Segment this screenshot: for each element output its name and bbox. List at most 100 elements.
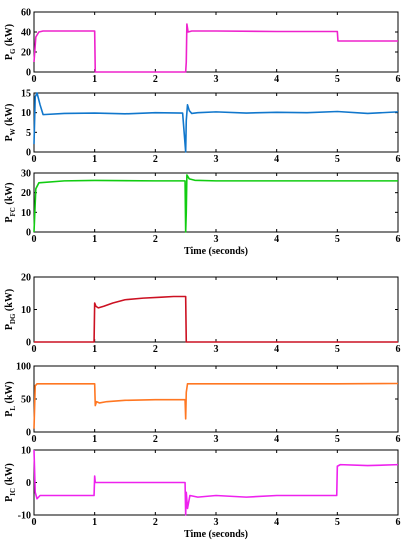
series-line-0	[33, 92, 399, 153]
x-tick-label: 6	[396, 517, 401, 528]
x-tick-label: 0	[32, 234, 37, 245]
y-tick-label: 20	[21, 188, 31, 199]
series-line-0	[33, 449, 399, 516]
x-tick-label: 2	[153, 434, 158, 445]
x-tick-label: 5	[335, 517, 340, 528]
x-tick-label: 6	[396, 344, 401, 355]
y-tick-label: 10	[21, 305, 31, 316]
x-tick-label: 3	[214, 344, 219, 355]
x-tick-label: 4	[274, 154, 279, 165]
x-tick-label: 1	[92, 234, 97, 245]
plot-area	[33, 365, 399, 433]
y-tick-label: 60	[21, 8, 31, 19]
x-tick-label: 1	[92, 434, 97, 445]
y-axis-label: PIC (kW)	[4, 463, 17, 502]
x-tick-label: 2	[153, 344, 158, 355]
y-tick-label: 10	[21, 208, 31, 219]
x-tick-label: 3	[214, 234, 219, 245]
y-axis-label-unit: (kW)	[4, 182, 15, 207]
y-axis-label-main: P	[4, 324, 15, 330]
y-tick-label: 0	[26, 68, 31, 79]
x-tick-label: 3	[214, 517, 219, 528]
plot-area	[33, 92, 399, 153]
series-line-0	[33, 174, 398, 233]
x-axis-title: Time (seconds)	[184, 246, 248, 257]
x-tick-label: 1	[92, 344, 97, 355]
y-tick-label: 10	[21, 446, 31, 457]
chart-panel-3: 0 1 2 3 4 5 6 0 10 20 PDG (kW)	[4, 273, 401, 356]
x-tick-label: 1	[92, 154, 97, 165]
y-tick-label: 20	[21, 48, 31, 59]
x-tick-label: 6	[396, 434, 401, 445]
y-axis-label-unit: (kW)	[4, 463, 15, 488]
x-tick-label: 2	[153, 517, 158, 528]
y-tick-label: -10	[18, 511, 31, 522]
y-axis-label: PW (kW)	[4, 104, 17, 142]
x-tick-label: 3	[214, 154, 219, 165]
x-tick-label: 3	[214, 74, 219, 85]
x-tick-label: 4	[274, 234, 279, 245]
plot-area	[33, 172, 399, 233]
y-axis-label-sub: L	[9, 406, 17, 411]
y-axis-label-unit: (kW)	[4, 104, 15, 129]
y-tick-label: 20	[21, 273, 31, 284]
x-tick-label: 0	[32, 344, 37, 355]
x-tick-label: 5	[335, 154, 340, 165]
series-line-0	[33, 23, 398, 73]
x-tick-label: 0	[32, 74, 37, 85]
x-tick-label: 4	[274, 434, 279, 445]
y-axis-label-sub: W	[9, 128, 17, 135]
y-axis-label-unit: (kW)	[4, 289, 15, 314]
y-tick-label: 0	[26, 148, 31, 159]
y-axis-label-unit: (kW)	[4, 24, 15, 49]
series-line-0	[33, 382, 399, 429]
y-tick-label: 50	[21, 395, 31, 406]
x-axis-title: Time (seconds)	[184, 529, 248, 540]
y-axis-label-main: P	[4, 135, 15, 141]
y-tick-label: 30	[21, 169, 31, 180]
x-tick-label: 4	[274, 517, 279, 528]
x-tick-label: 0	[32, 517, 37, 528]
x-tick-label: 5	[335, 234, 340, 245]
plot-area	[33, 11, 399, 73]
x-tick-label: 6	[396, 234, 401, 245]
chart-panel-1: 0 1 2 3 4 5 6 0 5 10 15 PW (kW)	[4, 89, 401, 166]
y-tick-label: 5	[26, 128, 31, 139]
x-tick-label: 5	[335, 344, 340, 355]
plot-area	[33, 449, 399, 516]
y-axis-label-sub: DG	[9, 313, 17, 324]
y-axis-label: PFC (kW)	[4, 182, 17, 222]
x-tick-label: 4	[274, 344, 279, 355]
y-axis-label-main: P	[4, 496, 15, 502]
x-tick-label: 5	[335, 434, 340, 445]
x-tick-label: 5	[335, 74, 340, 85]
y-tick-label: 0	[26, 338, 31, 349]
x-tick-label: 0	[32, 154, 37, 165]
x-tick-label: 2	[153, 234, 158, 245]
y-tick-label: 100	[16, 362, 31, 373]
x-tick-label: 1	[92, 517, 97, 528]
y-axis-label-main: P	[4, 411, 15, 417]
y-axis-label-main: P	[4, 54, 15, 60]
chart-panel-2: 0 1 2 3 4 5 6 0 10 20 30 PFC (kW) Time (seconds)	[4, 169, 401, 258]
x-tick-label: 2	[153, 154, 158, 165]
y-tick-label: 15	[21, 89, 31, 100]
y-axis-label: PL (kW)	[4, 381, 17, 417]
x-tick-label: 2	[153, 74, 158, 85]
y-axis-label-sub: G	[9, 48, 17, 54]
y-axis-label-sub: IC	[9, 488, 17, 496]
y-axis-label: PDG (kW)	[4, 289, 17, 330]
series-line-0	[34, 295, 398, 343]
y-axis-label-sub: FC	[9, 207, 17, 216]
y-axis-label: PG (kW)	[4, 24, 17, 60]
x-tick-label: 3	[214, 434, 219, 445]
y-tick-label: 40	[21, 28, 31, 39]
plot-area	[33, 276, 399, 343]
y-tick-label: 10	[21, 108, 31, 119]
chart-panel-4: 0 1 2 3 4 5 6 0 50 100 PL (kW)	[4, 362, 401, 446]
x-tick-label: 4	[274, 74, 279, 85]
x-tick-label: 6	[396, 74, 401, 85]
